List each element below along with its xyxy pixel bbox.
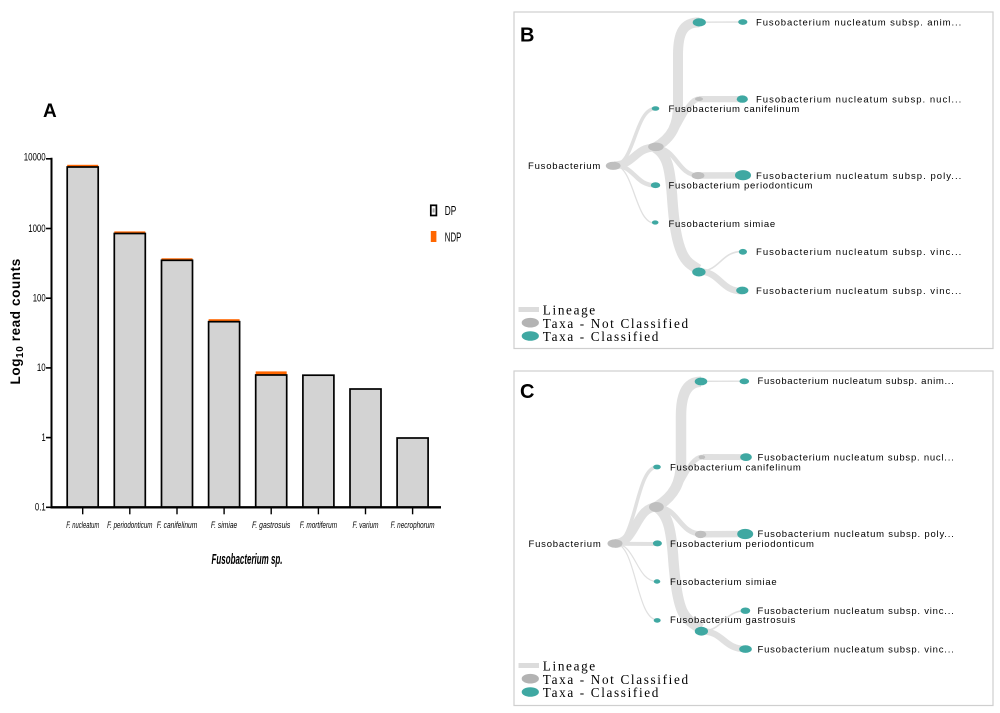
svg-text:Fusobacterium gastrosuis: Fusobacterium gastrosuis	[670, 615, 796, 626]
svg-text:F. periodonticum: F. periodonticum	[107, 520, 152, 531]
svg-text:Fusobacterium simiae: Fusobacterium simiae	[669, 219, 776, 230]
svg-text:Fusobacterium nucleatum subsp.: Fusobacterium nucleatum subsp. poly...	[758, 529, 955, 540]
svg-text:Fusobacterium simiae: Fusobacterium simiae	[670, 577, 777, 588]
svg-text:A: A	[43, 101, 57, 122]
svg-text:Fusobacterium periodonticum: Fusobacterium periodonticum	[670, 539, 815, 550]
svg-text:Log10 read counts: Log10 read counts	[8, 258, 26, 384]
svg-text:1: 1	[42, 432, 46, 444]
svg-text:100: 100	[33, 293, 46, 305]
svg-text:Fusobacterium periodonticum: Fusobacterium periodonticum	[669, 180, 814, 191]
svg-text:Fusobacterium nucleatum subsp.: Fusobacterium nucleatum subsp. anim...	[758, 376, 955, 387]
svg-text:F. necrophorum: F. necrophorum	[391, 520, 435, 531]
svg-text:Fusobacterium nucleatum subsp.: Fusobacterium nucleatum subsp. vinc...	[758, 644, 955, 655]
svg-text:10: 10	[37, 362, 46, 374]
svg-text:Fusobacterium: Fusobacterium	[529, 539, 602, 550]
svg-text:Taxa - Not Classified: Taxa - Not Classified	[543, 316, 690, 331]
svg-text:F. simiae: F. simiae	[211, 520, 237, 531]
svg-text:DP: DP	[445, 203, 457, 218]
svg-text:Fusobacterium sp.: Fusobacterium sp.	[212, 551, 283, 568]
svg-text:Fusobacterium nucleatum subsp.: Fusobacterium nucleatum subsp. vinc...	[756, 247, 962, 258]
svg-text:Fusobacterium nucleatum subsp.: Fusobacterium nucleatum subsp. nucl...	[756, 94, 962, 105]
svg-text:Fusobacterium nucleatum subsp.: Fusobacterium nucleatum subsp. poly...	[756, 171, 962, 182]
svg-text:Fusobacterium: Fusobacterium	[528, 161, 601, 172]
svg-text:NDP: NDP	[445, 230, 462, 245]
svg-text:1000: 1000	[28, 223, 46, 235]
svg-text:F. varium: F. varium	[353, 520, 379, 531]
svg-text:10000: 10000	[24, 151, 46, 163]
svg-text:0.1: 0.1	[35, 502, 46, 514]
svg-text:F. nucleatum: F. nucleatum	[66, 520, 99, 531]
svg-text:B: B	[520, 24, 534, 46]
svg-text:Lineage: Lineage	[543, 659, 597, 674]
svg-text:Fusobacterium canifelinum: Fusobacterium canifelinum	[670, 462, 802, 473]
svg-text:Fusobacterium nucleatum subsp.: Fusobacterium nucleatum subsp. nucl...	[758, 452, 955, 463]
svg-text:Fusobacterium nucleatum subsp.: Fusobacterium nucleatum subsp. anim...	[756, 17, 962, 28]
svg-text:Fusobacterium canifelinum: Fusobacterium canifelinum	[669, 104, 801, 115]
svg-text:Fusobacterium nucleatum subsp.: Fusobacterium nucleatum subsp. vinc...	[756, 286, 962, 297]
svg-text:Taxa - Not Classified: Taxa - Not Classified	[543, 672, 690, 687]
svg-text:Taxa - Classified: Taxa - Classified	[543, 685, 660, 700]
svg-text:C: C	[520, 381, 534, 403]
svg-text:F. gastrosuis: F. gastrosuis	[252, 520, 290, 531]
svg-text:Fusobacterium nucleatum subsp.: Fusobacterium nucleatum subsp. vinc...	[758, 606, 955, 617]
svg-text:F. mortiferum: F. mortiferum	[300, 520, 337, 531]
svg-text:Taxa - Classified: Taxa - Classified	[543, 329, 660, 344]
svg-text:F. canifelinum: F. canifelinum	[157, 520, 198, 531]
svg-text:Lineage: Lineage	[543, 303, 597, 318]
